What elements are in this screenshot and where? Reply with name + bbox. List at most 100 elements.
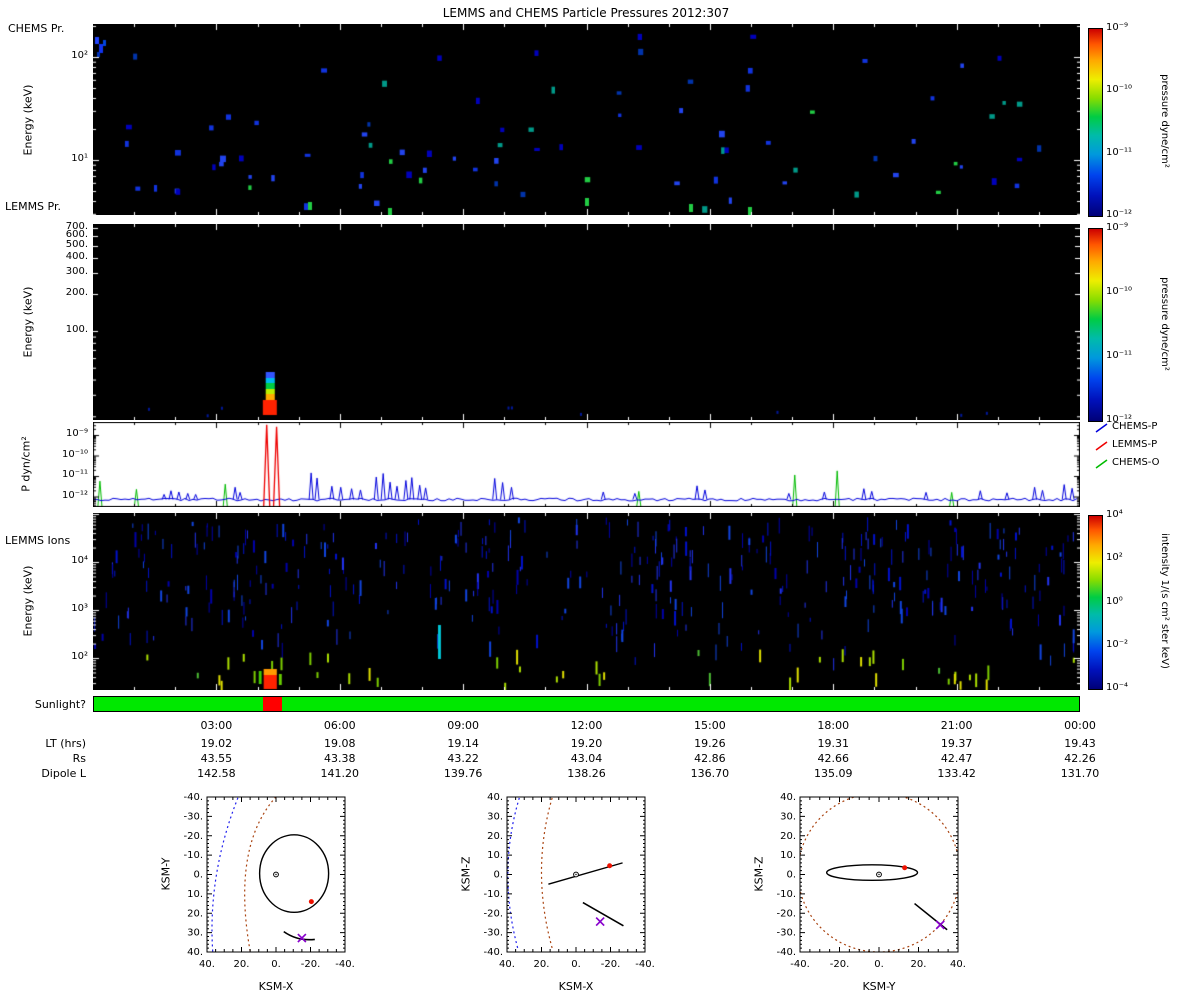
ephemeris-value: 19.08 bbox=[324, 737, 356, 750]
orbit-y-tick-label: -20. bbox=[776, 908, 796, 919]
ephemeris-value: 138.26 bbox=[567, 767, 606, 780]
legend-line-swatch bbox=[1095, 423, 1108, 433]
y-tick-label: 300. bbox=[65, 266, 88, 277]
ephemeris-value: 19.02 bbox=[200, 737, 233, 750]
ephemeris-value: 42.86 bbox=[694, 752, 726, 765]
legend-line-swatch bbox=[1095, 441, 1108, 451]
orbit-y-tick-label: 10. bbox=[780, 850, 796, 861]
ephemeris-value: 19.20 bbox=[570, 737, 603, 750]
colorbar1-title: pressure dyne/cm² bbox=[1159, 74, 1170, 168]
orbit-y-tick-label: -40. bbox=[483, 947, 503, 958]
orbit2-xlabel: KSM-X bbox=[558, 980, 594, 993]
orbit-x-tick-label: 40. bbox=[950, 959, 966, 970]
legend-item-label: CHEMS-O bbox=[1112, 457, 1160, 468]
colorbar-tick-label: 10⁴ bbox=[1106, 509, 1123, 520]
ephemeris-value: 19.37 bbox=[940, 737, 973, 750]
orbit-y-tick-label: 30. bbox=[187, 928, 203, 939]
ephemeris-value: 131.70 bbox=[1060, 767, 1100, 780]
orbit-y-tick-label: 10. bbox=[187, 889, 203, 900]
sunlight-bar bbox=[93, 696, 1080, 712]
orbit-x-tick-label: -40. bbox=[335, 959, 355, 970]
colorbar-tick-label: 10⁻¹⁰ bbox=[1106, 84, 1133, 96]
orbit-y-tick-label: 20. bbox=[487, 831, 503, 842]
y-tick-label: 500. bbox=[65, 239, 88, 250]
orbit-x-tick-label: 40. bbox=[499, 959, 515, 970]
orbit-x-tick-label: 20. bbox=[534, 959, 550, 970]
ephemeris-value: 42.47 bbox=[940, 752, 973, 765]
trajectory-path bbox=[582, 901, 624, 927]
spacecraft-marker bbox=[595, 916, 605, 927]
ephemeris-row-label-dipole: Dipole L bbox=[41, 767, 86, 780]
time-tick-label: 18:00 bbox=[817, 719, 850, 732]
orbit-y-tick-label: -40. bbox=[183, 792, 203, 803]
lemms-panel-label: LEMMS Pr. bbox=[5, 200, 61, 213]
energy-axis-label-panel4: Energy (keV) bbox=[21, 565, 35, 637]
time-tick-label: 03:00 bbox=[200, 719, 233, 732]
orbit1-xlabel: KSM-X bbox=[258, 980, 294, 993]
energy-axis-label-panel1: Energy (keV) bbox=[21, 84, 35, 156]
orbit-y-tick-label: -10. bbox=[776, 889, 796, 900]
energy-axis-label-panel2: Energy (keV) bbox=[21, 286, 35, 358]
time-tick-label: 06:00 bbox=[323, 719, 356, 732]
orbit-path bbox=[825, 864, 919, 882]
pressure-axis-label: P dyn/cm² bbox=[19, 436, 33, 492]
orbit-y-tick-label: 0. bbox=[786, 870, 796, 881]
y-tick-label: 10¹ bbox=[71, 153, 88, 164]
orbit-y-tick-label: 40. bbox=[780, 792, 796, 803]
orbit-path bbox=[258, 834, 330, 913]
ephemeris-value: 135.09 bbox=[814, 767, 853, 780]
colorbar bbox=[1088, 515, 1103, 690]
figure-title: LEMMS and CHEMS Particle Pressures 2012:… bbox=[442, 6, 730, 20]
ephemeris-value: 19.14 bbox=[447, 737, 479, 750]
legend-item-label: CHEMS-P bbox=[1112, 421, 1158, 432]
ions-panel-label: LEMMS Ions bbox=[5, 534, 71, 547]
orbit-plot-3: -40. -20. 0. 20. 40. 40. 30. 20. 10. 0. -10. -20. -3… bbox=[776, 792, 966, 970]
ephemeris-value: 43.55 bbox=[200, 752, 233, 765]
colorbar-tick-label: 10⁻¹² bbox=[1106, 414, 1133, 425]
orbit-y-tick-label: -30. bbox=[183, 811, 203, 822]
y-tick-label: 10⁻⁹ bbox=[65, 428, 88, 439]
colorbar3-title: intensity 1/(s cm² ster keV) bbox=[1159, 533, 1170, 669]
orbit-y-tick-label: -20. bbox=[183, 831, 203, 842]
orbit-x-tick-label: 20. bbox=[911, 959, 927, 970]
time-tick-label: 12:00 bbox=[570, 719, 603, 732]
orbit-x-tick-label: 20. bbox=[234, 959, 250, 970]
colorbar-tick-label: 10⁻¹² bbox=[1106, 209, 1133, 220]
orbit-x-tick-label: 0. bbox=[571, 959, 581, 970]
orbit-y-tick-label: 30. bbox=[780, 811, 796, 822]
y-tick-label: 10² bbox=[71, 651, 88, 662]
ephemeris-value: 42.66 bbox=[817, 752, 850, 765]
ephemeris-value: 142.58 bbox=[197, 767, 236, 780]
colorbar-tick-label: 10⁻⁹ bbox=[1106, 22, 1129, 33]
orbit-plot-1: 40. 20. 0. -20. -40. -40. -30. -20. -10. 0. 10. 20.… bbox=[183, 792, 355, 970]
sunlight-off-segment bbox=[263, 697, 282, 711]
colorbar-tick-label: 10⁻¹¹ bbox=[1106, 146, 1133, 158]
y-tick-label: 10⁻¹¹ bbox=[61, 469, 88, 480]
ephemeris-value: 133.42 bbox=[937, 767, 976, 780]
trajectory-path bbox=[283, 931, 315, 941]
orbit-x-tick-label: -20. bbox=[301, 959, 321, 970]
y-tick-label: 400. bbox=[65, 251, 88, 262]
y-tick-label: 200. bbox=[65, 287, 88, 298]
ephemeris-value: 136.70 bbox=[690, 767, 730, 780]
orbit-y-tick-label: 40. bbox=[187, 947, 203, 958]
moon-marker bbox=[607, 863, 613, 869]
colorbar bbox=[1088, 228, 1103, 422]
orbit-y-tick-label: 0. bbox=[193, 870, 203, 881]
y-tick-label: 700. bbox=[65, 221, 88, 232]
y-tick-label: 10³ bbox=[71, 603, 88, 614]
orbit-x-tick-label: 0. bbox=[271, 959, 281, 970]
orbit3-xlabel: KSM-Y bbox=[862, 980, 896, 993]
ephemeris-value: 141.20 bbox=[320, 767, 360, 780]
chems-panel-label: CHEMS Pr. bbox=[8, 22, 65, 35]
ephemeris-value: 43.04 bbox=[570, 752, 603, 765]
time-tick-label: 09:00 bbox=[447, 719, 479, 732]
y-tick-label: 10⁻¹⁰ bbox=[61, 448, 88, 460]
orbit-x-tick-label: 0. bbox=[874, 959, 884, 970]
spacecraft-marker bbox=[297, 933, 307, 943]
orbit-y-tick-label: 0. bbox=[493, 870, 503, 881]
pressure-line-plot bbox=[93, 422, 1080, 507]
time-tick-label: 21:00 bbox=[940, 719, 973, 732]
orbit-y-tick-label: 10. bbox=[487, 850, 503, 861]
